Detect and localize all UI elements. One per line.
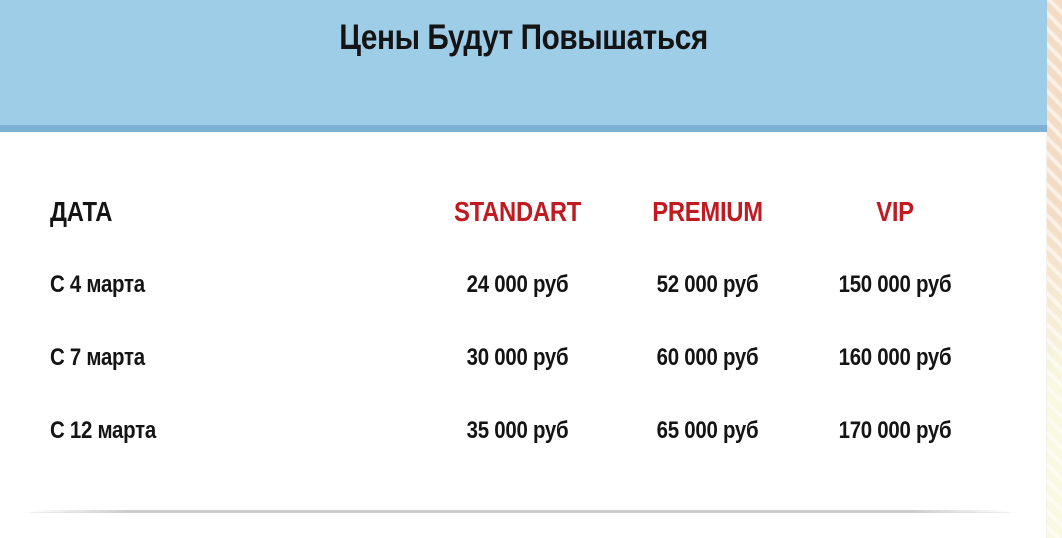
table-row: С 12 марта 35 000 руб 65 000 руб 170 000… xyxy=(50,394,1047,467)
page-title: Цены Будут Повышаться xyxy=(339,18,708,57)
column-header-premium: PREMIUM xyxy=(652,195,763,227)
price-cell-standart: 24 000 руб xyxy=(466,270,569,298)
price-cell-standart: 35 000 руб xyxy=(466,416,569,444)
column-header-date: ДАТА xyxy=(50,195,113,227)
pricing-table: ДАТА STANDART PREMIUM VIP С 4 марта 24 0… xyxy=(0,175,1047,513)
price-cell-premium: 52 000 руб xyxy=(656,270,759,298)
price-cell-premium: 65 000 руб xyxy=(656,416,759,444)
price-cell-vip: 170 000 руб xyxy=(838,416,952,444)
price-cell-standart: 30 000 руб xyxy=(466,343,569,371)
price-cell-vip: 150 000 руб xyxy=(838,270,952,298)
page-header: Цены Будут Повышаться xyxy=(0,0,1047,132)
background-texture-strip xyxy=(1047,0,1062,538)
price-cell-vip: 160 000 руб xyxy=(838,343,952,371)
table-header-row: ДАТА STANDART PREMIUM VIP xyxy=(50,175,1047,248)
table-row: С 4 марта 24 000 руб 52 000 руб 150 000 … xyxy=(50,248,1047,321)
date-cell: С 7 марта xyxy=(50,343,145,371)
date-cell: С 12 марта xyxy=(50,416,156,444)
bottom-divider xyxy=(30,510,1010,513)
price-cell-premium: 60 000 руб xyxy=(656,343,759,371)
date-cell: С 4 марта xyxy=(50,270,145,298)
column-header-standart: STANDART xyxy=(453,195,582,227)
column-header-vip: VIP xyxy=(876,195,914,227)
table-row: С 7 марта 30 000 руб 60 000 руб 160 000 … xyxy=(50,321,1047,394)
